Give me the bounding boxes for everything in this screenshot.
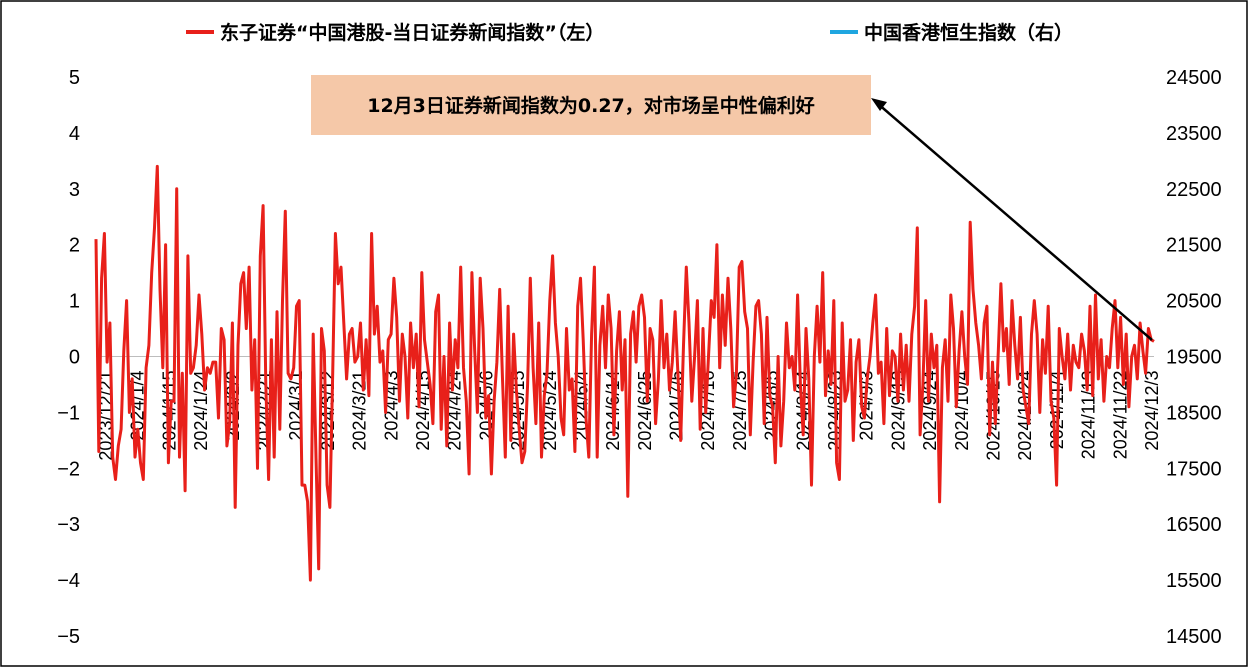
left-y-tick-label: −5 — [57, 626, 80, 648]
right-y-tick-label: 24500 — [1166, 67, 1222, 89]
right-y-tick-label: 23500 — [1166, 123, 1222, 145]
right-y-tick-label: 16500 — [1166, 514, 1222, 536]
x-tick-label: 2024/11/22 — [1110, 371, 1130, 460]
x-tick-label: 2024/7/16 — [698, 371, 718, 451]
x-tick-label: 2024/12/3 — [1142, 371, 1162, 451]
x-tick-label: 2024/3/1 — [286, 371, 306, 441]
left-y-tick-label: 1 — [69, 291, 80, 313]
x-tick-label: 2024/1/24 — [191, 371, 211, 451]
right-y-axis: 24500 23500 22500 21500 20500 19500 18500 17500… — [1166, 67, 1222, 648]
right-y-tick-label: 20500 — [1166, 291, 1222, 313]
left-y-tick-label: 3 — [69, 179, 80, 201]
x-tick-label: 2024/9/24 — [920, 371, 940, 451]
x-tick-label: 2024/3/21 — [350, 371, 370, 451]
left-y-axis: 5 4 3 2 1 0 −1 −2 −3 −4 −5 — [57, 67, 80, 648]
right-y-tick-label: 19500 — [1166, 347, 1222, 369]
news-index-series — [94, 164, 1155, 582]
right-y-tick-label: 22500 — [1166, 179, 1222, 201]
news-index-line — [94, 164, 1155, 582]
annotation-arrowhead — [871, 98, 887, 111]
annotation-box — [311, 75, 871, 135]
right-y-tick-label: 14500 — [1166, 626, 1222, 648]
legend-label-hang-seng: 中国香港恒生指数（右） — [864, 21, 1073, 44]
left-y-tick-label: 5 — [69, 67, 80, 89]
right-y-tick-label: 15500 — [1166, 570, 1222, 592]
x-tick-label: 2024/10/24 — [1015, 371, 1035, 461]
left-y-tick-label: 0 — [69, 347, 80, 369]
annotation-text: 12月3日证券新闻指数为0.27，对市场呈中性偏利好 — [367, 94, 815, 117]
left-y-tick-label: 4 — [69, 123, 80, 145]
x-tick-label: 2024/4/24 — [445, 371, 465, 451]
annotation: 12月3日证券新闻指数为0.27，对市场呈中性偏利好 — [311, 75, 1153, 341]
left-y-tick-label: −2 — [57, 458, 80, 480]
x-tick-label: 2024/6/25 — [635, 371, 655, 451]
right-y-tick-label: 17500 — [1166, 458, 1222, 480]
right-y-tick-label: 18500 — [1166, 402, 1222, 424]
annotation-arrow — [876, 102, 1153, 341]
right-y-tick-label: 21500 — [1166, 235, 1222, 257]
legend-label-news-index: 东子证券“中国港股-当日证券新闻指数”（左） — [220, 21, 604, 44]
left-y-tick-label: −1 — [57, 402, 80, 424]
legend: 东子证券“中国港股-当日证券新闻指数”（左） 中国香港恒生指数（右） — [186, 21, 1073, 44]
left-y-tick-label: 2 — [69, 235, 80, 257]
left-y-tick-label: −4 — [57, 570, 80, 592]
left-y-tick-label: −3 — [57, 514, 80, 536]
